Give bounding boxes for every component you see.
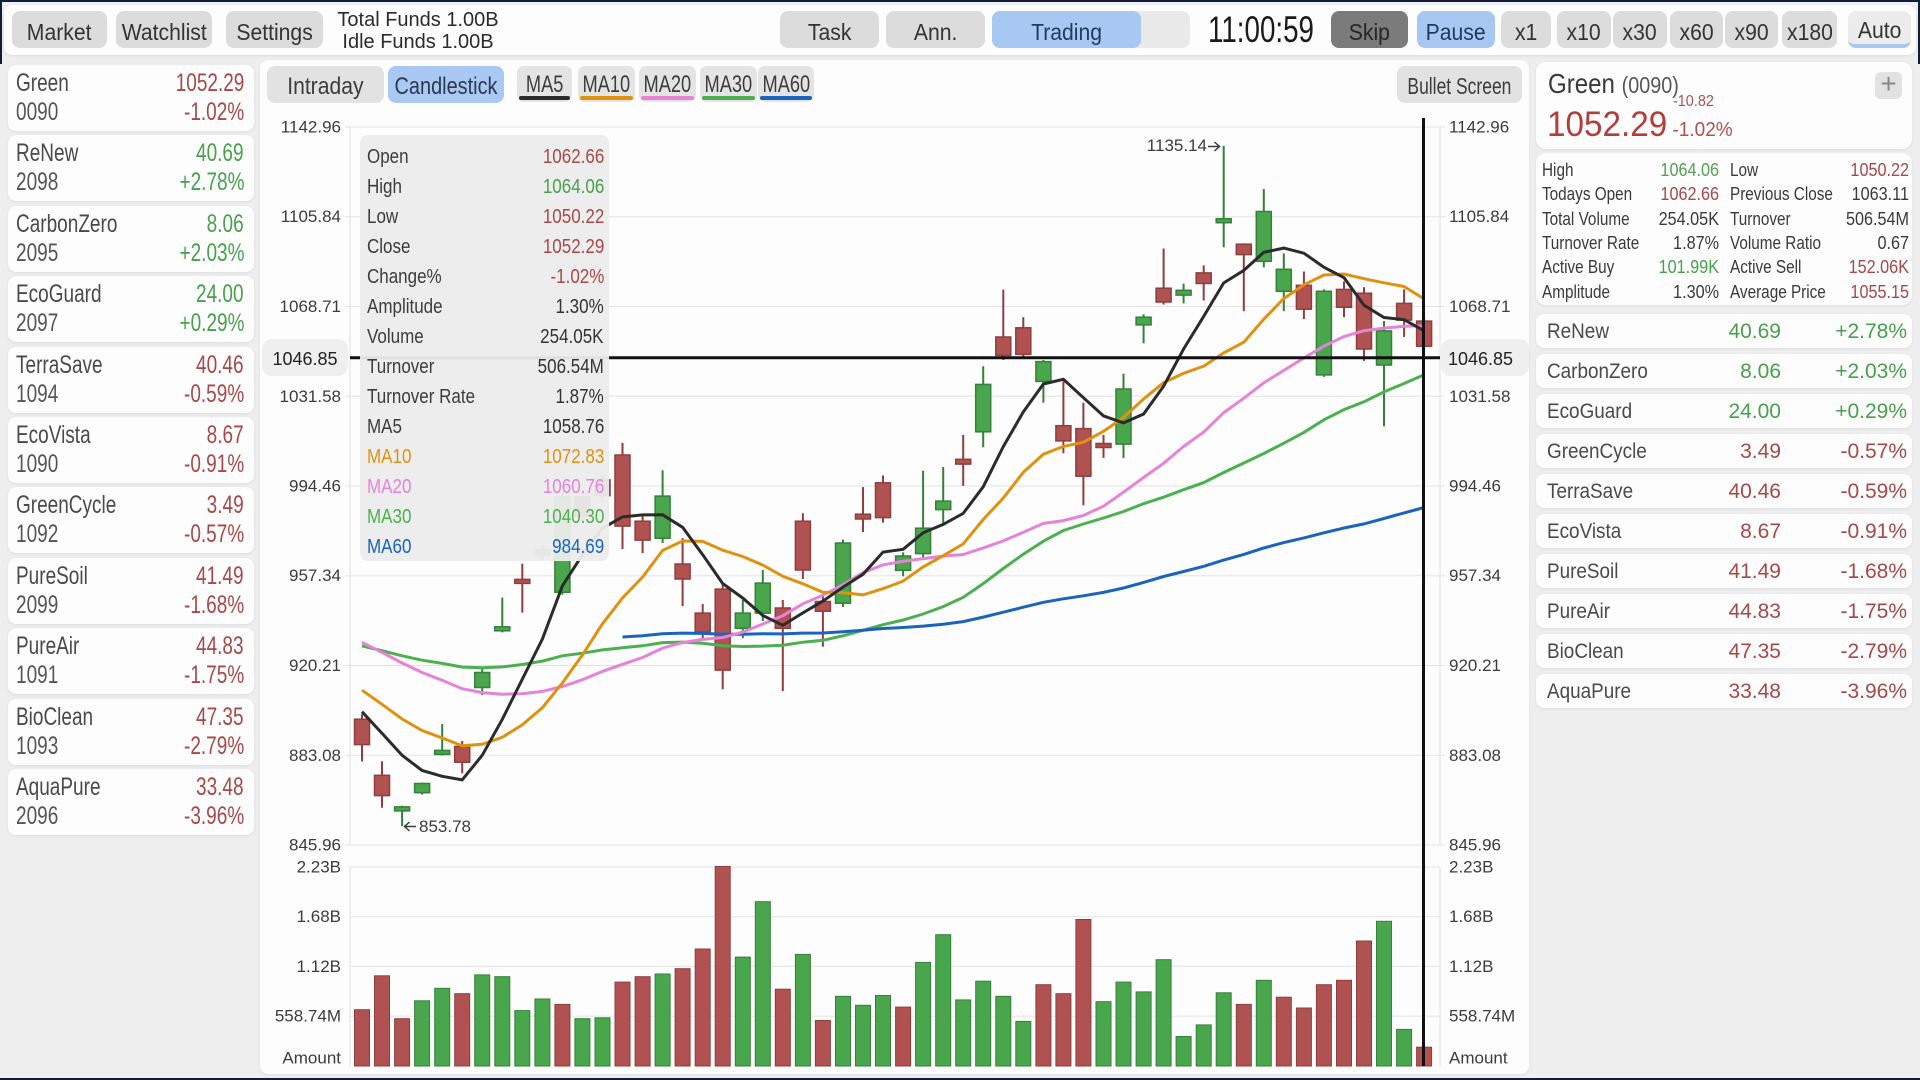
svg-text:1142.96: 1142.96 (1449, 117, 1509, 136)
svg-text:1135.14: 1135.14 (1147, 136, 1207, 155)
svg-text:558.74M: 558.74M (1449, 1007, 1515, 1026)
svg-text:1.12B: 1.12B (297, 957, 341, 976)
svg-text:920.21: 920.21 (289, 656, 341, 675)
svg-text:2.23B: 2.23B (1449, 857, 1493, 876)
svg-text:883.08: 883.08 (1449, 746, 1501, 765)
svg-text:1031.58: 1031.58 (1449, 387, 1510, 406)
svg-text:845.96: 845.96 (289, 835, 341, 854)
svg-text:1068.71: 1068.71 (280, 297, 341, 316)
svg-text:Amount: Amount (1449, 1048, 1508, 1067)
svg-text:1046.85: 1046.85 (272, 349, 337, 369)
svg-text:1046.85: 1046.85 (1448, 349, 1513, 369)
svg-text:1105.84: 1105.84 (1449, 207, 1509, 226)
svg-text:1068.71: 1068.71 (1449, 297, 1510, 316)
svg-text:920.21: 920.21 (1449, 656, 1501, 675)
svg-text:Amount: Amount (282, 1048, 341, 1067)
svg-text:1105.84: 1105.84 (281, 207, 341, 226)
svg-text:883.08: 883.08 (289, 746, 341, 765)
svg-text:2.23B: 2.23B (297, 857, 341, 876)
svg-text:1.68B: 1.68B (1449, 907, 1493, 926)
svg-text:1.68B: 1.68B (297, 907, 341, 926)
svg-text:845.96: 845.96 (1449, 835, 1501, 854)
svg-text:853.78: 853.78 (419, 817, 471, 836)
svg-text:994.46: 994.46 (1449, 476, 1501, 495)
svg-text:1031.58: 1031.58 (280, 387, 341, 406)
svg-text:1142.96: 1142.96 (281, 117, 341, 136)
svg-text:1.12B: 1.12B (1449, 957, 1493, 976)
svg-text:558.74M: 558.74M (275, 1007, 341, 1026)
svg-text:994.46: 994.46 (289, 476, 341, 495)
svg-text:957.34: 957.34 (289, 566, 341, 585)
svg-text:957.34: 957.34 (1449, 566, 1501, 585)
